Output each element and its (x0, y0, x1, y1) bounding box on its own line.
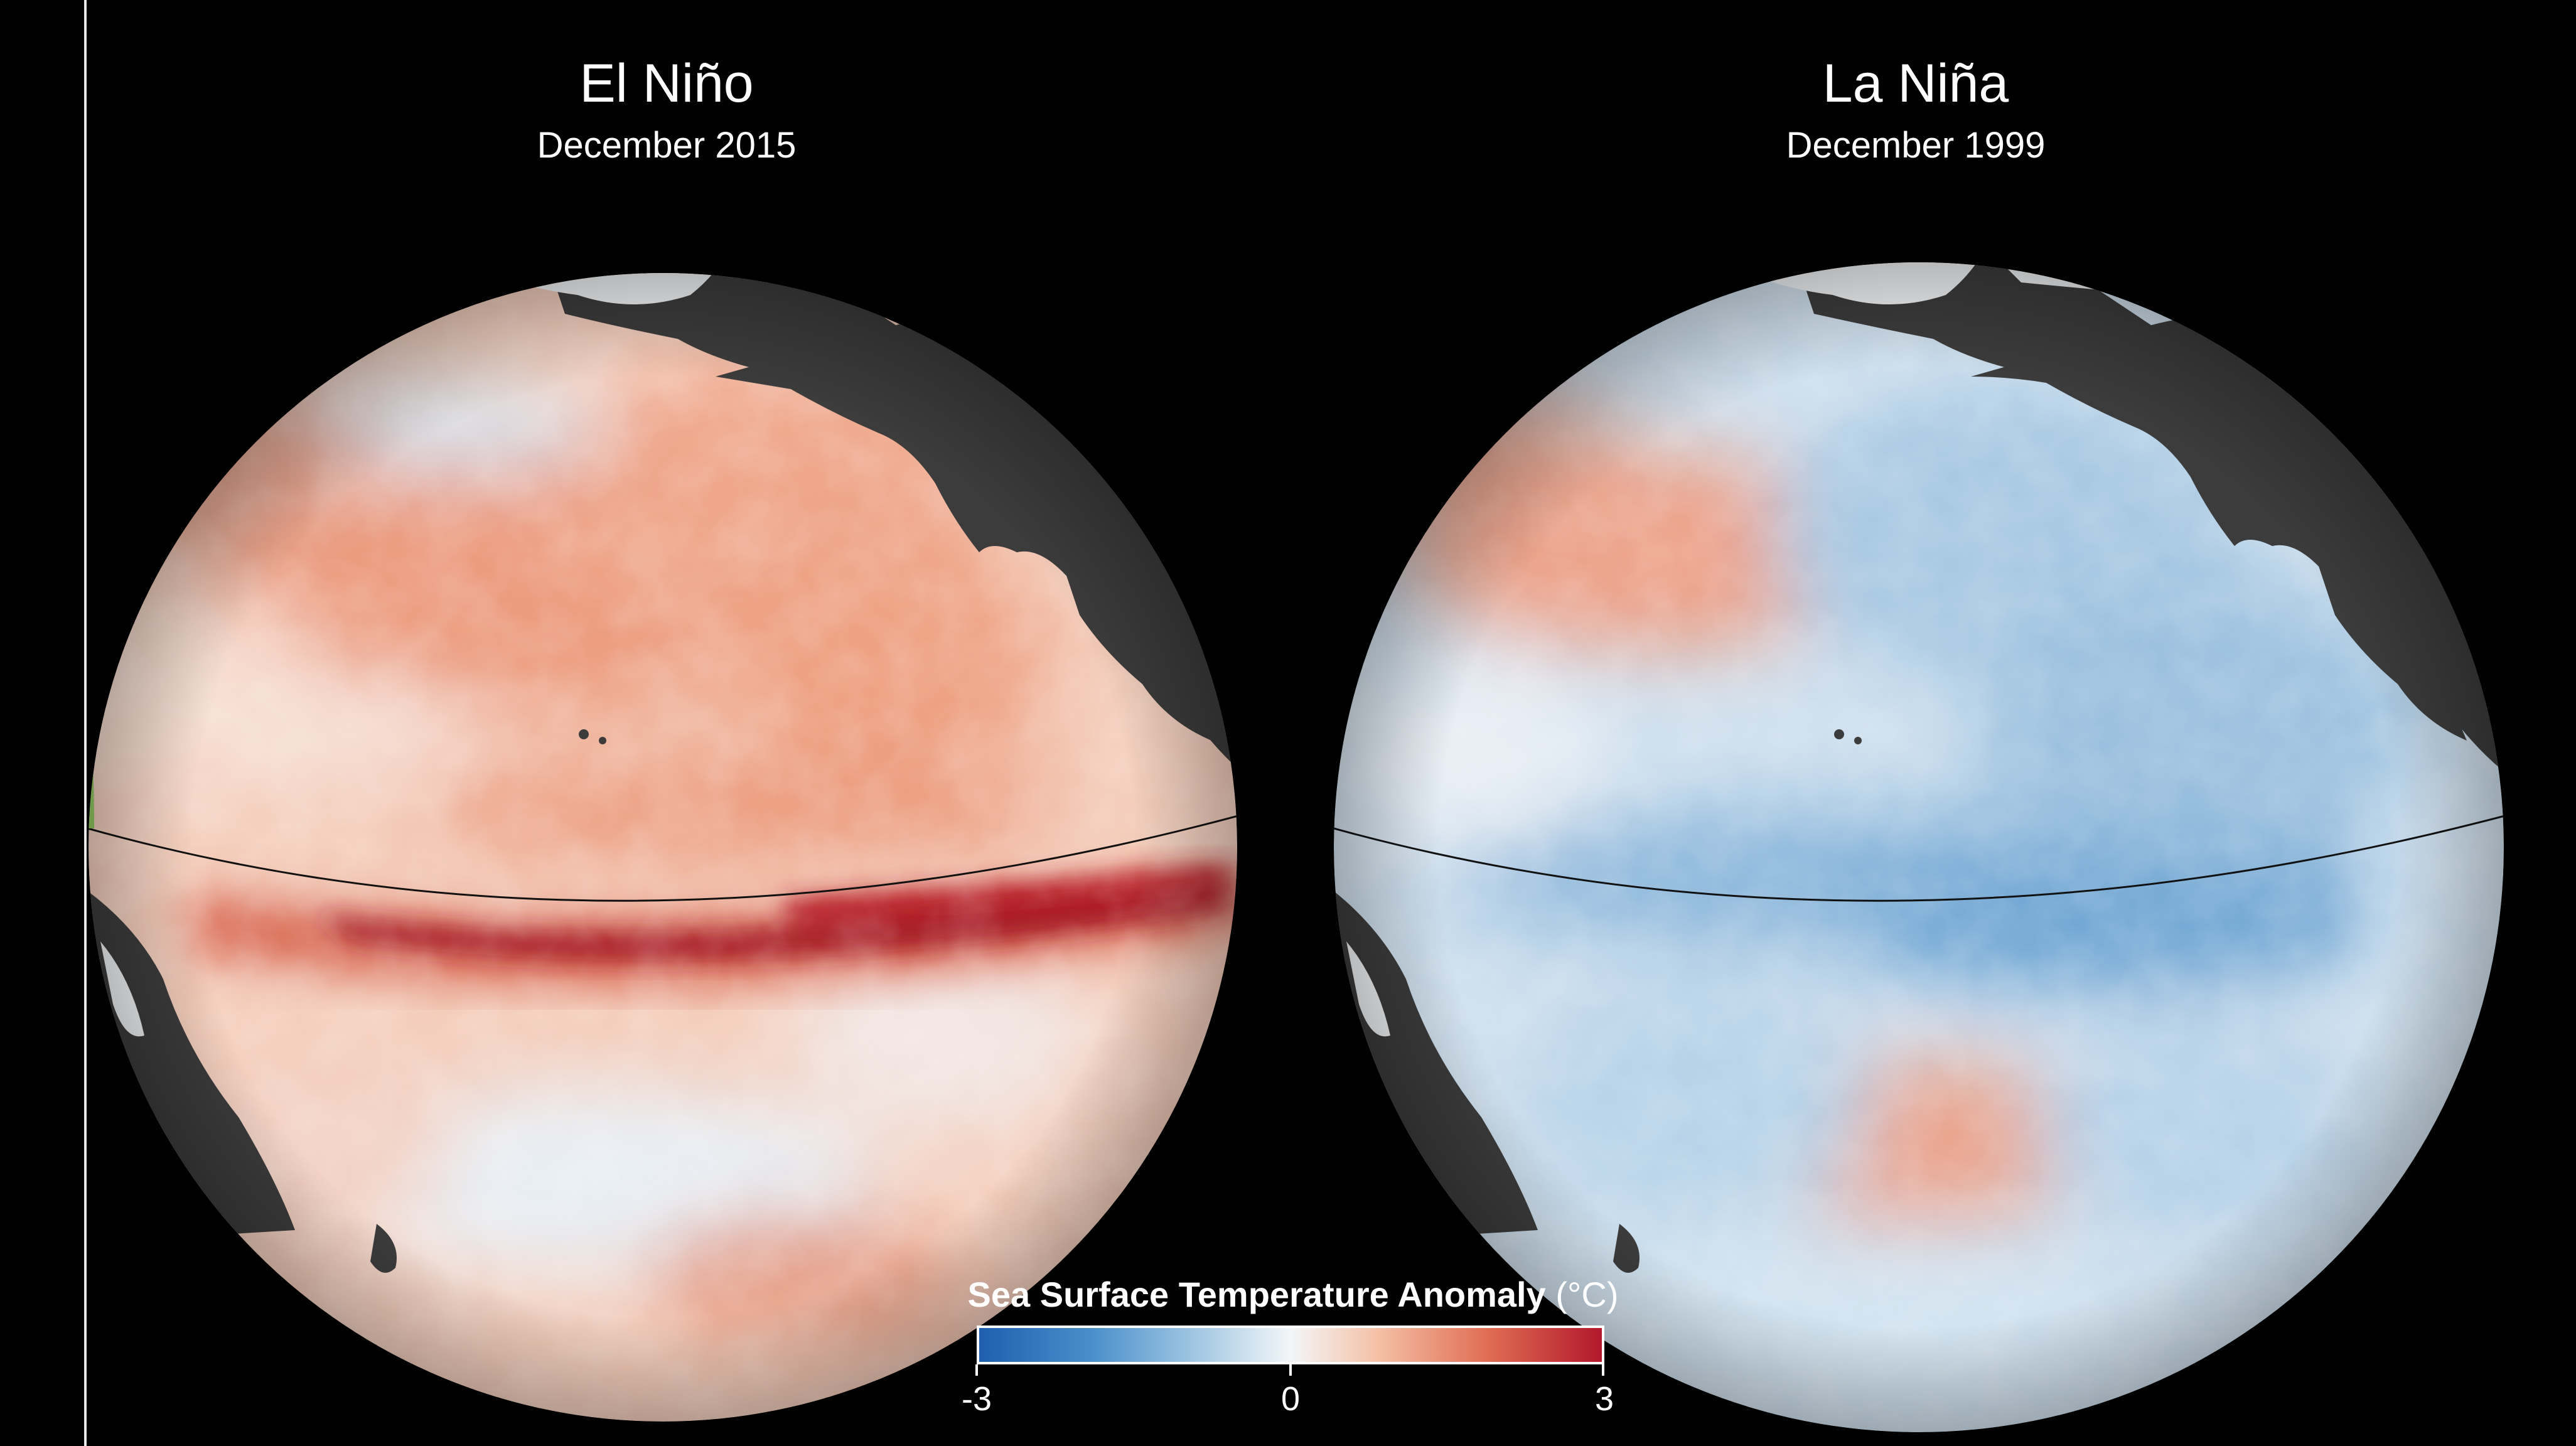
legend-tick-max (1602, 1364, 1604, 1376)
legend-tick-mid (1289, 1364, 1292, 1376)
panel-subtitle-la-nina: December 1999 (1786, 125, 2046, 166)
panel-title-el-nino: El Niño (579, 53, 754, 114)
legend-title: Sea Surface Temperature Anomaly (°C) (967, 1274, 1619, 1315)
color-legend: Sea Surface Temperature Anomaly (°C) -3 … (962, 1274, 1619, 1425)
legend-tick-min (975, 1364, 978, 1376)
legend-label-max: 3 (1594, 1380, 1614, 1418)
legend-label-min: -3 (961, 1380, 992, 1418)
el-nino-globe (89, 273, 1237, 1422)
legend-colorbar (977, 1326, 1604, 1364)
panel-subtitle-el-nino: December 2015 (537, 125, 797, 166)
legend-label-mid: 0 (1280, 1380, 1301, 1418)
legend-title-unit: (°C) (1555, 1275, 1619, 1314)
panel-title-la-nina: La Niña (1822, 53, 2009, 114)
divider-line (84, 0, 87, 1446)
la-nina-globe (1334, 262, 2504, 1432)
legend-title-main: Sea Surface Temperature Anomaly (967, 1275, 1546, 1314)
